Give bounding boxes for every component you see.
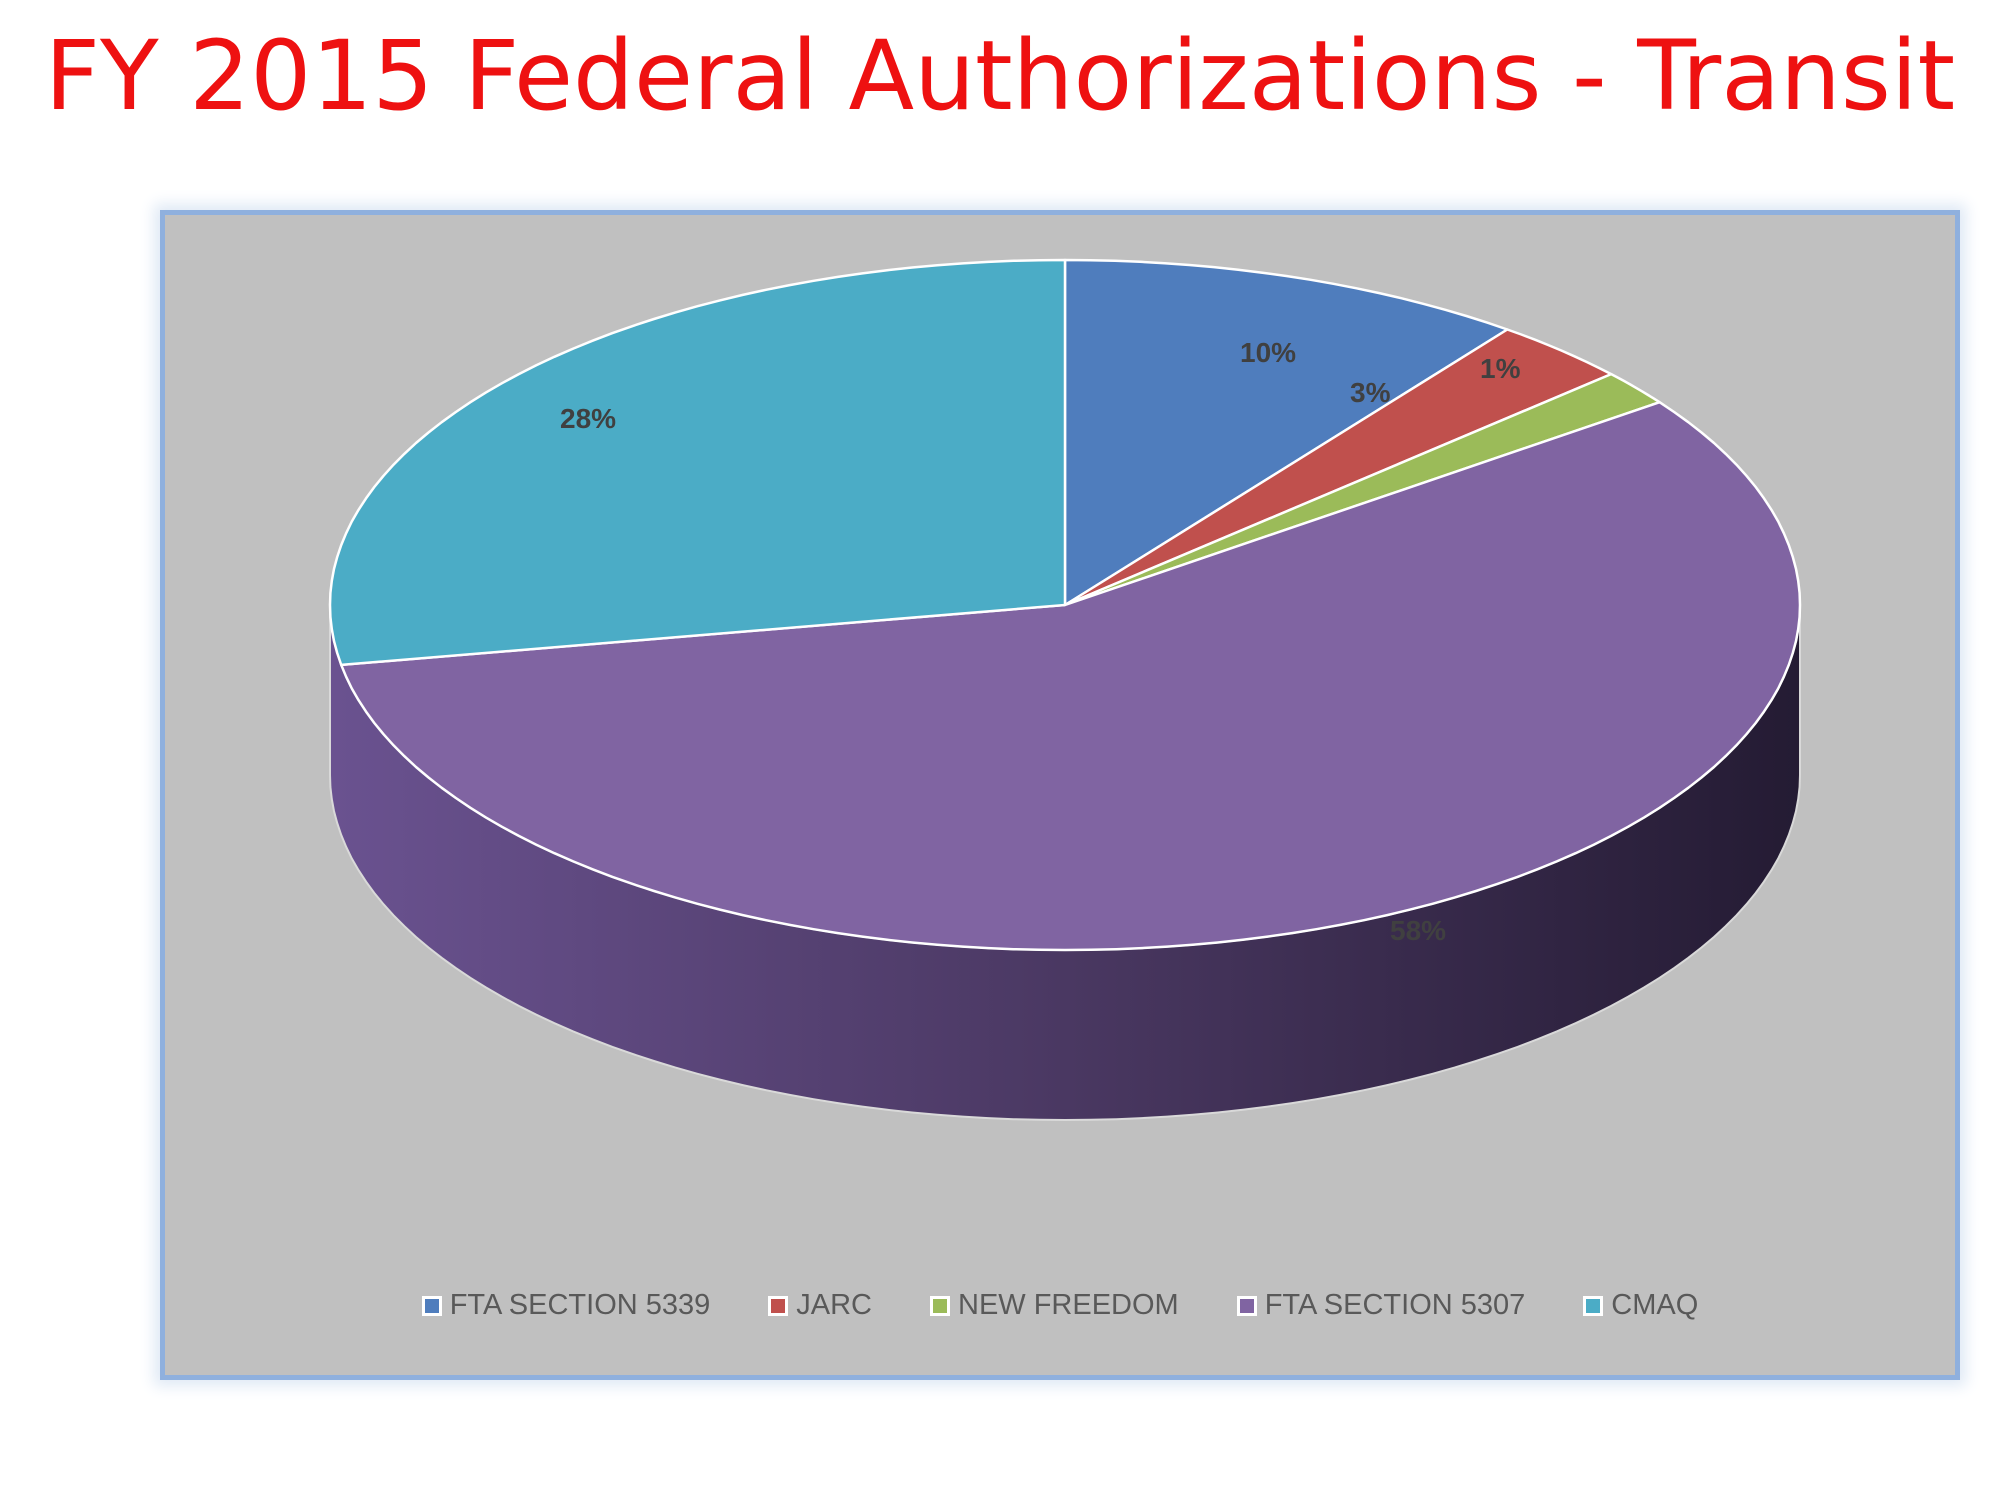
pie-slice-fta-section-5307 xyxy=(339,400,1802,952)
pie-slice-cmaq xyxy=(328,258,1067,667)
chart-title: FY 2015 Federal Authorizations - Transit xyxy=(44,20,1956,132)
legend: FTA SECTION 5339 JARC NEW FREEDOM FTA SECTI… xyxy=(165,1289,1955,1322)
pie-slice-new-freedom xyxy=(1063,372,1661,607)
data-label-cmaq: 28% xyxy=(560,403,616,434)
pie-slice-fta-section-5339 xyxy=(1063,258,1509,607)
legend-label: JARC xyxy=(796,1289,872,1321)
data-label-fta-section-5339: 10% xyxy=(1240,337,1296,368)
legend-item: CMAQ xyxy=(1583,1289,1698,1322)
legend-swatch xyxy=(1583,1295,1604,1316)
legend-swatch xyxy=(930,1295,950,1316)
chart-area: 10% 3% 1% 58% 28% FTA SECTION 5339 JARC NEW FR… xyxy=(160,210,1960,1380)
legend-label: CMAQ xyxy=(1611,1289,1699,1321)
data-label-jarc: 3% xyxy=(1350,377,1391,408)
legend-item: FTA SECTION 5307 xyxy=(1236,1289,1526,1322)
legend-item: NEW FREEDOM xyxy=(930,1289,1179,1322)
legend-label: FTA SECTION 5307 xyxy=(1264,1289,1526,1321)
pie-chart: 10% 3% 1% 58% 28% xyxy=(328,258,1802,1122)
legend-item: JARC xyxy=(768,1289,872,1322)
legend-item: FTA SECTION 5339 xyxy=(421,1289,711,1322)
legend-swatch xyxy=(1236,1295,1257,1316)
legend-label: FTA SECTION 5339 xyxy=(449,1289,711,1321)
data-label-fta-section-5307: 58% xyxy=(1390,915,1446,946)
pie-slice-jarc xyxy=(1063,328,1613,607)
data-label-new-freedom: 1% xyxy=(1480,353,1521,384)
legend-swatch xyxy=(421,1295,442,1316)
legend-label: NEW FREEDOM xyxy=(958,1289,1179,1321)
legend-swatch xyxy=(768,1295,789,1316)
